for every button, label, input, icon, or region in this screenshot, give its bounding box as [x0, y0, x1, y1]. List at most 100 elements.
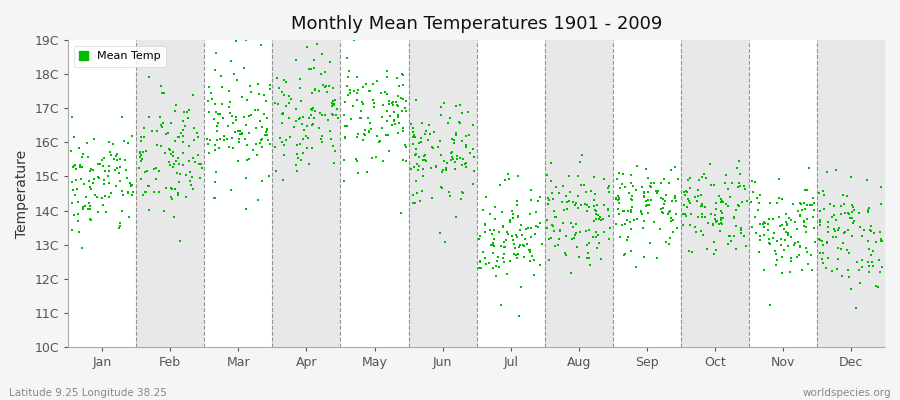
Point	[326, 84, 340, 91]
Point	[855, 264, 869, 271]
Point	[168, 102, 183, 108]
Point	[518, 253, 532, 260]
Point	[210, 136, 224, 143]
Point	[69, 177, 84, 184]
Point	[444, 150, 458, 156]
Point	[301, 134, 315, 141]
Point	[797, 223, 812, 229]
Point	[103, 149, 117, 156]
Point	[290, 167, 304, 174]
Point	[418, 131, 432, 138]
Point	[775, 222, 789, 228]
Point	[94, 161, 108, 168]
Point	[835, 272, 850, 279]
Point	[110, 151, 124, 157]
Point	[374, 125, 389, 131]
Point	[327, 97, 341, 104]
Point	[415, 188, 429, 194]
Point	[231, 136, 246, 142]
Point	[695, 203, 709, 210]
Point	[724, 194, 738, 200]
Point	[166, 161, 181, 167]
Point	[225, 135, 239, 141]
Point	[593, 217, 608, 223]
Point	[207, 147, 221, 153]
Point	[524, 225, 538, 231]
Point	[644, 180, 658, 186]
Point	[435, 169, 449, 176]
Point	[84, 217, 98, 223]
Point	[170, 155, 184, 161]
Point	[87, 176, 102, 182]
Point	[825, 214, 840, 220]
Point	[186, 154, 201, 161]
Point	[500, 270, 514, 277]
Point	[292, 76, 307, 83]
Point	[237, 114, 251, 120]
Point	[873, 236, 887, 242]
Point	[618, 250, 633, 257]
Point	[590, 212, 605, 218]
Point	[315, 51, 329, 58]
Point	[559, 193, 573, 199]
Point	[208, 195, 222, 202]
Point	[571, 193, 585, 200]
Point	[748, 214, 762, 220]
Point	[419, 157, 434, 164]
Point	[186, 185, 201, 192]
Point	[190, 129, 204, 136]
Point	[556, 220, 571, 227]
Point	[793, 200, 807, 206]
Point	[296, 136, 310, 142]
Point	[784, 258, 798, 264]
Point	[358, 81, 373, 87]
Point	[706, 221, 720, 228]
Point	[668, 195, 682, 202]
Point	[439, 165, 454, 172]
Point	[75, 154, 89, 160]
Point	[362, 129, 376, 135]
Point	[386, 109, 400, 115]
Point	[588, 191, 602, 197]
Point	[844, 285, 859, 292]
Point	[847, 218, 861, 224]
Point	[410, 189, 425, 196]
Point	[452, 119, 466, 126]
Point	[248, 107, 262, 113]
Point	[767, 230, 781, 236]
Point	[524, 234, 538, 240]
Point	[746, 188, 760, 195]
Point	[65, 179, 79, 185]
Point	[374, 138, 388, 144]
Point	[590, 210, 604, 217]
Point	[356, 137, 370, 143]
Point	[585, 234, 599, 240]
Point	[222, 99, 237, 105]
Bar	[817, 40, 885, 347]
Point	[434, 112, 448, 118]
Point	[821, 229, 835, 235]
Point	[845, 232, 859, 239]
Point	[105, 140, 120, 147]
Point	[278, 137, 293, 144]
Point	[708, 247, 723, 254]
Point	[596, 216, 610, 222]
Point	[132, 165, 147, 172]
Point	[737, 183, 751, 189]
Point	[695, 200, 709, 207]
Point	[96, 202, 111, 208]
Point	[713, 228, 727, 234]
Point	[544, 178, 558, 184]
Point	[792, 252, 806, 258]
Point	[680, 177, 695, 183]
Point	[284, 134, 298, 140]
Point	[820, 238, 834, 245]
Point	[343, 86, 357, 93]
Point	[302, 114, 317, 121]
Point	[300, 44, 314, 50]
Point	[734, 224, 748, 231]
Point	[436, 167, 450, 173]
Point	[829, 234, 843, 240]
Point	[340, 55, 355, 61]
Point	[448, 166, 463, 172]
